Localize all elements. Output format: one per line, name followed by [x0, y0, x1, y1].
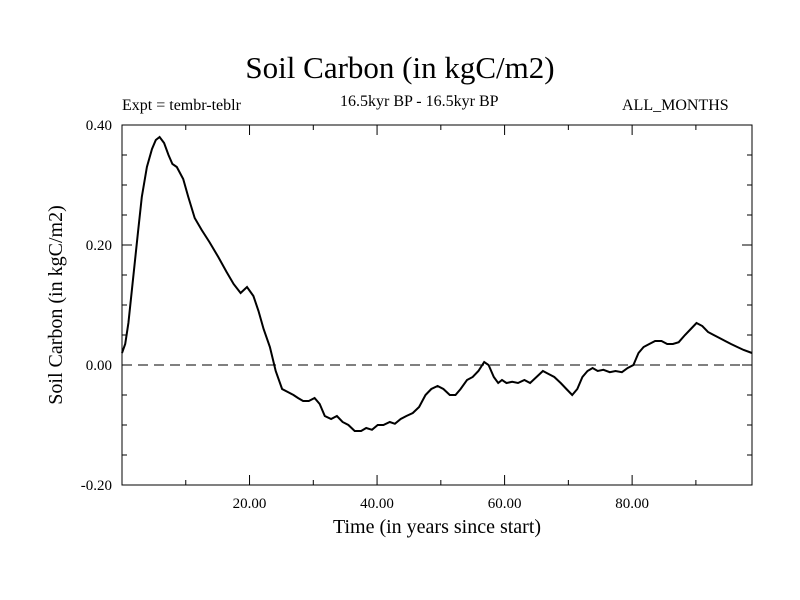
months-label: ALL_MONTHS — [622, 97, 729, 114]
y-tick-label: 0.20 — [86, 238, 112, 254]
chart-title: Soil Carbon (in kgC/m2) — [245, 50, 555, 85]
x-tick-label: 40.00 — [360, 496, 394, 512]
plot-frame — [121, 124, 753, 486]
x-axis-label: Time (in years since start) — [333, 516, 541, 538]
series-line — [121, 135, 753, 432]
period-label: 16.5kyr BP - 16.5kyr BP — [340, 93, 499, 110]
x-tick-label: 80.00 — [615, 496, 649, 512]
y-tick-label: 0.00 — [86, 358, 112, 374]
x-tick-label: 20.00 — [233, 496, 267, 512]
x-tick-label: 60.00 — [488, 496, 522, 512]
x-tick-labels: 20.00 40.00 60.00 80.00 — [233, 496, 649, 512]
y-tick-labels: -0.20 0.00 0.20 0.40 — [81, 118, 112, 494]
y-tick-label: 0.40 — [86, 118, 112, 134]
y-tick-label: -0.20 — [81, 478, 112, 494]
y-axis-label: Soil Carbon (in kgC/m2) — [45, 205, 67, 404]
axis-ticks — [122, 124, 752, 486]
experiment-label: Expt = tembr-teblr — [122, 97, 241, 114]
